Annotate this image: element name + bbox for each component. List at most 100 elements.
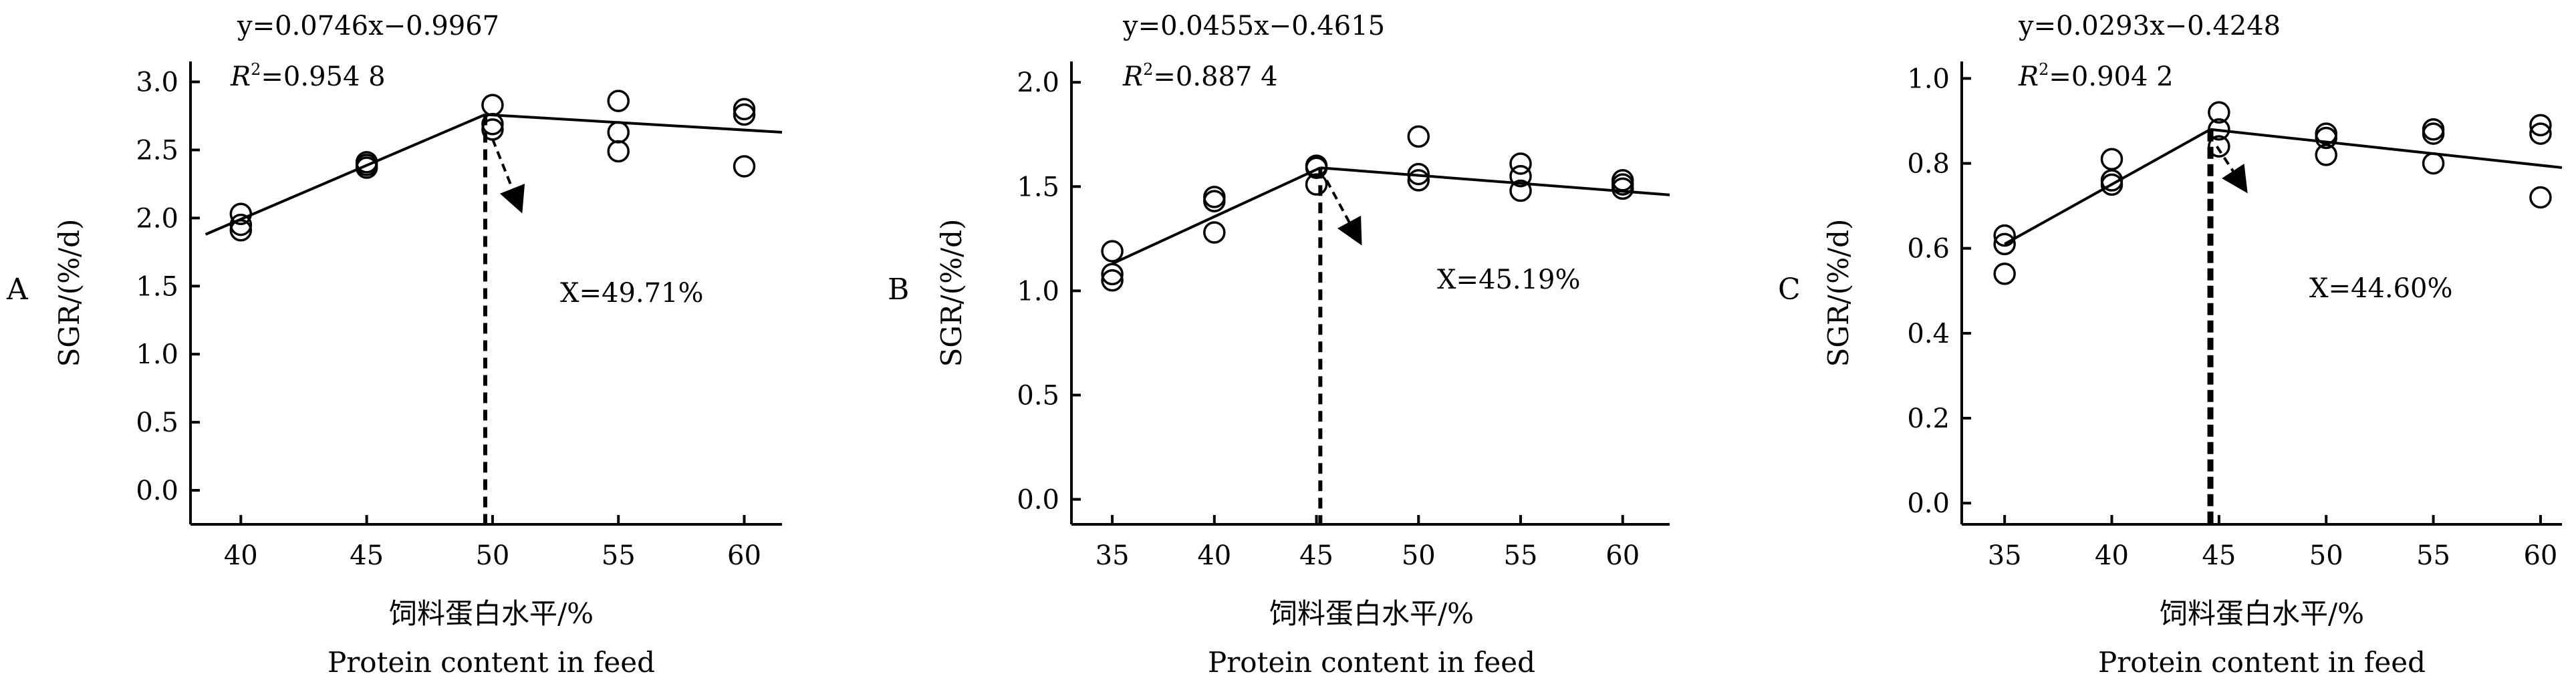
- data-point: [1993, 263, 2016, 285]
- data-point: [1509, 152, 1532, 175]
- data-point: [1101, 263, 1124, 286]
- y-tick-label: 0.0: [136, 476, 178, 506]
- x-tick-label: 60: [1605, 540, 1640, 571]
- breakpoint-label: X=44.60%: [2309, 273, 2453, 304]
- fit-line-segment: [2004, 128, 2212, 246]
- data-point: [481, 118, 504, 141]
- y-tick-label: 1.5: [1017, 172, 1059, 202]
- r-squared-label: R2=0.904 2: [2018, 60, 2174, 92]
- data-point: [2529, 114, 2552, 137]
- x-axis-label-chinese: 饲料蛋白水平/%: [389, 597, 594, 630]
- regression-equation: y=0.0293x−0.4248: [2018, 11, 2281, 41]
- y-tick-label: 0.8: [1907, 149, 1950, 180]
- x-axis-label-english: Protein content in feed: [2098, 646, 2426, 679]
- data-point: [2529, 122, 2552, 145]
- data-point: [481, 113, 504, 136]
- x-tick-label: 40: [1197, 540, 1231, 571]
- data-point: [2315, 126, 2337, 150]
- data-point: [229, 213, 253, 236]
- x-tick-label: 40: [224, 540, 258, 571]
- x-tick-label: 45: [350, 540, 384, 571]
- y-tick-label: 0.5: [1017, 380, 1059, 411]
- x-axis-label-english: Protein content in feed: [1208, 646, 1535, 679]
- y-tick-label: 0.6: [1907, 234, 1950, 265]
- data-point: [1509, 164, 1532, 188]
- data-point: [1305, 173, 1328, 196]
- y-tick-label: 0.4: [1907, 319, 1950, 349]
- data-point: [607, 90, 630, 112]
- x-tick-label: 35: [1988, 540, 2022, 571]
- y-tick-label: 1.0: [1017, 276, 1059, 307]
- x-tick-label: 50: [2309, 540, 2343, 571]
- data-point: [1993, 232, 2016, 256]
- data-point: [2422, 152, 2445, 175]
- y-axis-label: SGR/(%/d): [935, 219, 968, 367]
- data-point: [2208, 118, 2230, 141]
- breakpoint-arrow: [491, 138, 525, 214]
- fit-line-segment: [1320, 166, 1670, 196]
- y-tick-label: 3.0: [136, 67, 178, 98]
- y-tick-label: 2.0: [1017, 67, 1059, 98]
- data-point: [1203, 190, 1226, 212]
- fit-line-segment: [205, 113, 486, 236]
- x-tick-label: 55: [2416, 540, 2450, 571]
- x-axis-label-english: Protein content in feed: [328, 646, 655, 679]
- breakpoint-label: X=49.71%: [560, 278, 704, 309]
- data-point: [481, 94, 504, 116]
- breakpoint-arrow: [2215, 146, 2248, 194]
- fit-line-segment: [2210, 128, 2563, 169]
- x-tick-label: 50: [1402, 540, 1436, 571]
- y-tick-label: 2.5: [136, 135, 178, 166]
- data-point: [1407, 162, 1430, 186]
- data-point: [2529, 186, 2552, 209]
- x-tick-label: 45: [1299, 540, 1333, 571]
- r-squared-label: R2=0.887 4: [1122, 60, 1278, 92]
- y-tick-label: 0.2: [1907, 403, 1950, 434]
- data-point: [733, 155, 756, 178]
- x-tick-label: 35: [1096, 540, 1130, 571]
- y-tick-label: 2.0: [136, 203, 178, 234]
- panel-label: C: [1778, 273, 1801, 307]
- y-tick-label: 1.0: [136, 339, 178, 370]
- x-tick-label: 50: [475, 540, 509, 571]
- x-tick-label: 40: [2095, 540, 2129, 571]
- panel-label: A: [6, 273, 29, 307]
- panel-label: B: [888, 273, 909, 307]
- data-point: [2208, 135, 2230, 158]
- y-axis-label: SGR/(%/d): [1822, 219, 1855, 367]
- regression-equation: y=0.0746x−0.9967: [237, 11, 499, 41]
- data-point: [2315, 144, 2337, 166]
- data-point: [229, 202, 253, 226]
- data-point: [733, 103, 756, 126]
- fit-line-segment: [1112, 166, 1321, 265]
- y-tick-label: 1.0: [1907, 63, 1950, 94]
- data-point: [733, 98, 756, 121]
- data-point: [1203, 221, 1226, 244]
- data-point: [607, 140, 630, 163]
- data-point: [1993, 224, 2016, 247]
- breakpoint-arrow: [1325, 179, 1362, 246]
- data-point: [2208, 101, 2230, 124]
- fit-line-segment: [485, 113, 783, 134]
- x-tick-label: 55: [1504, 540, 1538, 571]
- data-point: [1305, 156, 1328, 179]
- y-tick-label: 0.0: [1017, 485, 1059, 516]
- data-point: [2422, 118, 2445, 141]
- y-tick-label: 0.0: [1907, 488, 1950, 519]
- data-point: [229, 218, 253, 242]
- data-point: [1101, 269, 1124, 292]
- chart-panel-c: 0.0 0.2 0.4 0.6 0.8 1.0 35 40 45 50 55 60 y=0.0293x−…: [1778, 11, 2563, 679]
- data-point: [607, 121, 630, 144]
- x-axis-label-chinese: 饲料蛋白水平/%: [1269, 597, 1474, 630]
- chart-panel-b: 0.0 0.5 1.0 1.5 2.0 35 40 45 50 55 60 y=0.0455x−0.4…: [888, 11, 1670, 679]
- data-point: [1407, 169, 1430, 192]
- data-point: [2422, 122, 2445, 145]
- data-point: [1407, 125, 1430, 148]
- x-tick-label: 60: [727, 540, 761, 571]
- r-squared-label: R2=0.954 8: [230, 60, 386, 92]
- chart-panel-a: 0.0 0.5 1.0 1.5 2.0 2.5 3.0 40 45 50 55 60 y=0.0746x…: [6, 11, 783, 679]
- data-point: [2100, 173, 2123, 196]
- data-point: [1611, 177, 1634, 200]
- x-tick-label: 45: [2202, 540, 2236, 571]
